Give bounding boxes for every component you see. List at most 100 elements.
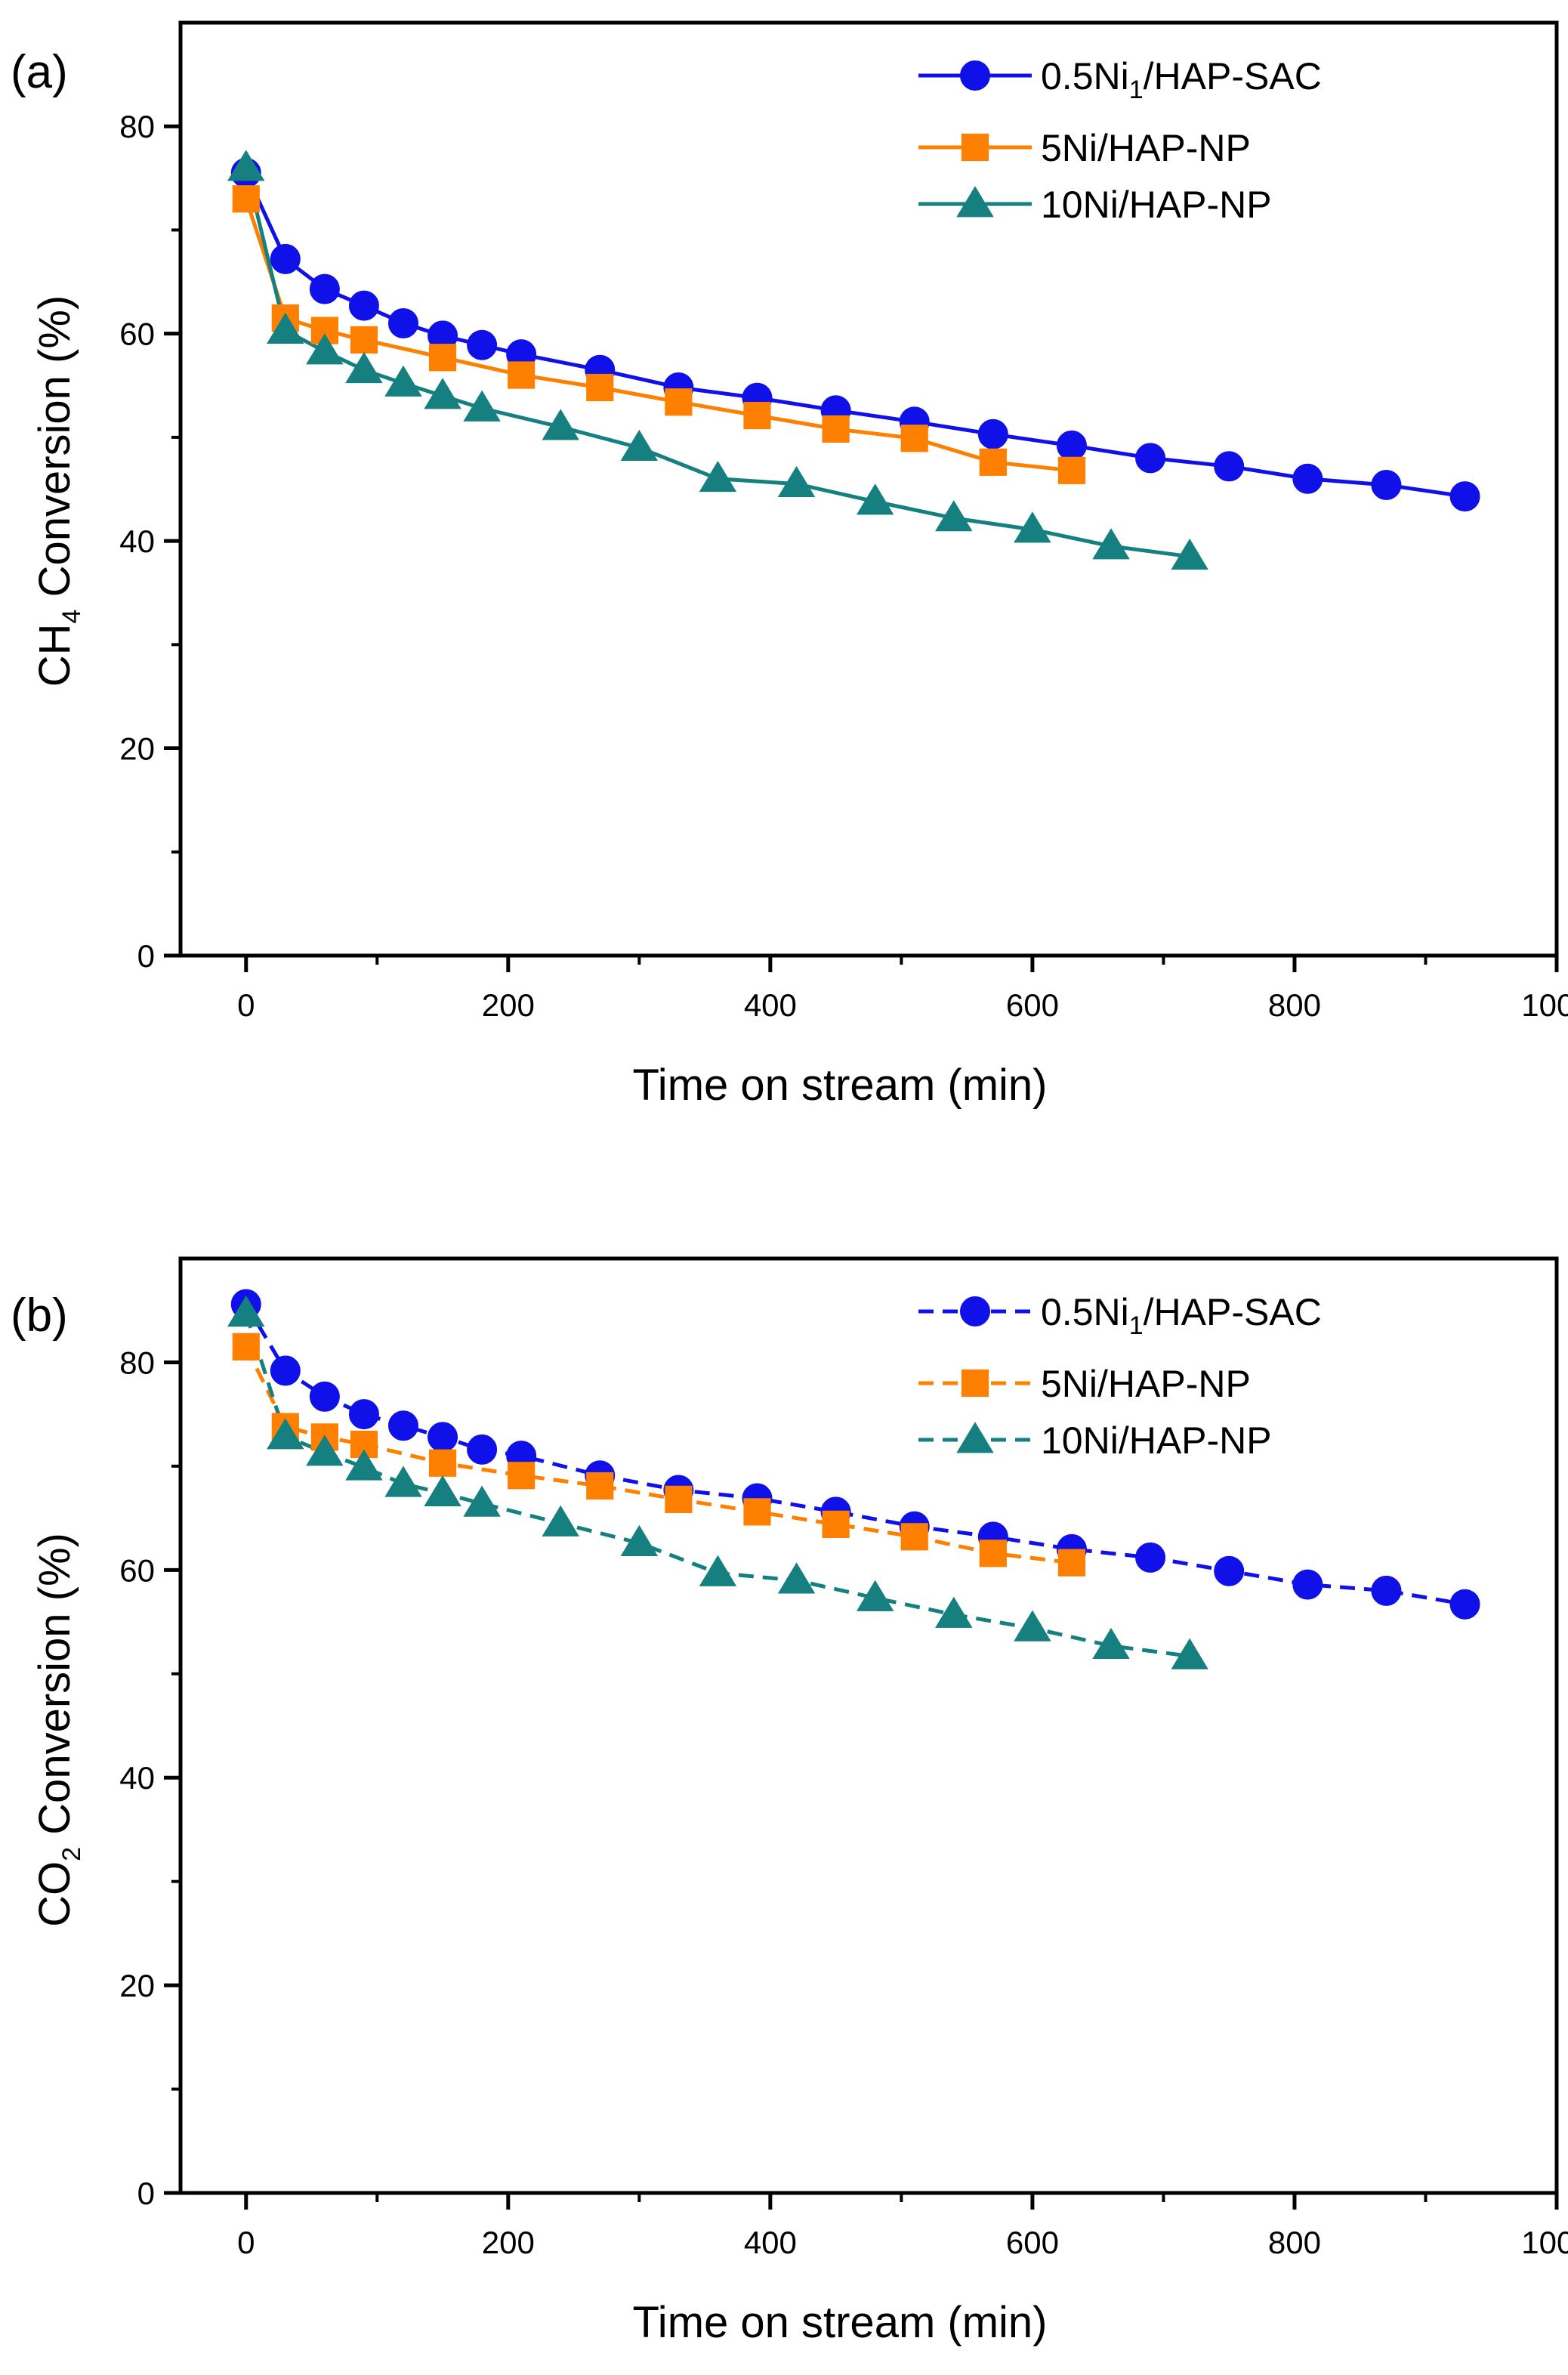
- panel-a-legend-entry-5ni: 5Ni/HAP-NP: [918, 127, 1251, 169]
- panel-a-legend-marker-sac: [960, 60, 990, 91]
- panel-b-legend-entry-5ni: 5Ni/HAP-NP: [918, 1363, 1251, 1405]
- panel-a-point-sac: [1371, 470, 1402, 501]
- panel-a-point-np5: [428, 344, 457, 372]
- panel-b-x-tick-label: 800: [1268, 2225, 1321, 2260]
- panel-a-point-np10: [542, 409, 579, 440]
- panel-a-point-np10: [1014, 511, 1051, 543]
- panel-a-point-sac: [467, 329, 498, 360]
- panel-b-point-np10: [620, 1524, 659, 1556]
- panel-a-point-sac: [1449, 481, 1480, 512]
- panel-b-point-np10: [777, 1562, 816, 1594]
- panel-a-x-tick-label: 600: [1006, 987, 1059, 1023]
- panel-a-point-sac: [1135, 443, 1166, 474]
- panel-a-point-sac: [348, 290, 379, 321]
- panel-a-legend-entry-sac: 0.5Ni1/HAP-SAC: [918, 55, 1322, 104]
- panel-b-point-np10: [1092, 1627, 1130, 1660]
- panel-b-legend-marker-5ni: [961, 1369, 989, 1398]
- panel-b-point-sac: [270, 1355, 301, 1386]
- panel-a-point-np10: [345, 351, 383, 384]
- panel-a-y-axis-label: CH4 Conversion (%): [30, 295, 86, 687]
- panel-b-point-sac: [467, 1434, 498, 1465]
- panel-a-legend-marker-5ni: [961, 133, 989, 162]
- panel-a-series-lines: [244, 167, 1465, 559]
- panel-a-x-tick-label: 800: [1268, 987, 1321, 1023]
- panel-a-point-np10: [424, 378, 461, 409]
- panel-b-plot-frame: [178, 1256, 1559, 2195]
- panel-a-point-sac: [1214, 451, 1245, 482]
- panel-a-legend-label-sac-suffix: /HAP-SAC: [1144, 55, 1322, 97]
- panel-b-y-tick-label: 0: [137, 2176, 155, 2211]
- panel-a-x-tick-label: 200: [482, 987, 535, 1023]
- panel-b-point-np10: [935, 1596, 973, 1628]
- panel-a-x-tick-label: 0: [237, 987, 255, 1023]
- panel-a-point-sac: [1056, 430, 1087, 461]
- panel-b-legend-label-sac-subscript: 1: [1129, 1311, 1144, 1340]
- panel-b-legend-marker-sac: [960, 1296, 990, 1326]
- panel-b-legend: 0.5Ni1/HAP-SAC 5Ni/HAP-NP 10Ni/HAP-NP: [918, 1291, 1322, 1462]
- panel-a-y-label-prefix: CH: [30, 623, 79, 687]
- panel-a-point-np5: [822, 415, 850, 443]
- panel-b-point-np10: [267, 1418, 304, 1450]
- panel-a-series-markers: [227, 150, 1480, 570]
- panel-b-series-markers: [227, 1289, 1480, 1669]
- panel-b-point-np10: [424, 1475, 461, 1507]
- panel-b-y-label-prefix: CO: [30, 1861, 79, 1927]
- panel-b-y-label-suffix: Conversion (%): [30, 1533, 79, 1847]
- panel-b-point-np10: [856, 1580, 894, 1611]
- panel-a-line-np10: [244, 167, 1190, 559]
- panel-a-y-tick-label: 20: [119, 731, 155, 767]
- panel-b-y-axis-label: CO2 Conversion (%): [30, 1533, 86, 1927]
- panel-a-point-sac: [270, 243, 301, 274]
- panel-a-legend-label-sac-prefix: 0.5Ni: [1041, 55, 1129, 97]
- panel-b-point-sac: [427, 1422, 458, 1453]
- panel-b-point-np10: [1014, 1610, 1051, 1641]
- panel-a-y-tick-label: 80: [119, 109, 155, 144]
- panel-b-y-tick-label: 20: [119, 1968, 155, 2003]
- panel-a-point-np10: [227, 150, 265, 181]
- panel-b-legend-label-sac: 0.5Ni1/HAP-SAC: [1041, 1291, 1322, 1340]
- panel-a-point-sac: [1292, 463, 1323, 494]
- panel-b-line-sac: [244, 1303, 1465, 1607]
- panel-a-point-np10: [306, 333, 344, 365]
- panel-b-legend-marker-shape: [960, 1296, 990, 1326]
- panel-b-point-sac: [1449, 1589, 1480, 1620]
- panel-b-point-np5: [232, 1333, 260, 1360]
- panel-a-y-label-suffix: Conversion (%): [30, 295, 79, 610]
- panel-a-point-np5: [900, 425, 928, 452]
- panel-b-label: (b): [11, 1289, 68, 1342]
- panel-b-point-sac: [1214, 1555, 1245, 1586]
- panel-a-legend-label-sac-subscript: 1: [1129, 76, 1144, 104]
- panel-a-x-tick-label: 400: [744, 987, 797, 1023]
- panel-b-point-np10: [227, 1296, 265, 1327]
- panel-a-point-np10: [384, 365, 422, 397]
- panel-b-point-np10: [1171, 1638, 1208, 1669]
- panel-b-x-tick-label: 200: [482, 2225, 535, 2260]
- panel-b-point-np10: [384, 1465, 422, 1497]
- panel-b-legend-marker-shape: [956, 1422, 994, 1453]
- panel-b-point-np10: [542, 1505, 579, 1536]
- panel-a-y-label-subscript: 4: [57, 610, 86, 624]
- panel-b-series-lines: [244, 1303, 1465, 1658]
- panel-b-legend-label-sac-suffix: /HAP-SAC: [1144, 1291, 1322, 1333]
- panel-b-y-tick-label: 80: [119, 1345, 155, 1380]
- panel-b-point-np10: [345, 1449, 383, 1481]
- panel-b-point-sac: [309, 1381, 340, 1412]
- panel-a-point-np10: [267, 312, 304, 344]
- panel-a-point-sac: [387, 307, 418, 338]
- panel-b-point-np5: [900, 1523, 928, 1551]
- panel-b-legend-label-10ni: 10Ni/HAP-NP: [1041, 1419, 1272, 1462]
- panel-a-legend-marker-shape: [960, 60, 990, 91]
- panel-b-point-np5: [1057, 1549, 1086, 1577]
- panel-b-legend-entry-sac: 0.5Ni1/HAP-SAC: [918, 1291, 1322, 1340]
- panel-b-point-np10: [699, 1555, 737, 1586]
- panel-a-point-np5: [665, 388, 693, 416]
- panel-a-plot-frame: [178, 20, 1559, 958]
- panel-a-point-sac: [977, 418, 1008, 449]
- panel-b-point-np5: [665, 1485, 693, 1513]
- panel-a-point-np10: [463, 390, 501, 422]
